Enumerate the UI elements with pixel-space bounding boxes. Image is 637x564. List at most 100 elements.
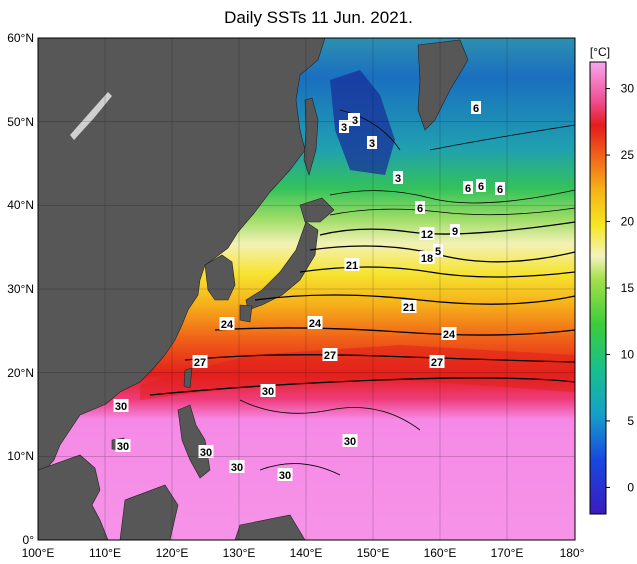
- cold-water-patch: [330, 70, 395, 175]
- isotherm-label-box: [441, 327, 457, 340]
- isotherm-label-box: [342, 434, 358, 447]
- isotherm-label-box: [344, 258, 360, 271]
- isotherm-label: 6: [417, 203, 423, 215]
- map-title: Daily SSTs 11 Jun. 2021.: [224, 8, 413, 27]
- isotherm-label: 6: [465, 183, 471, 195]
- isotherm-label-box: [339, 120, 349, 133]
- isotherm-label-box: [322, 348, 338, 361]
- isotherm-label-box: [495, 182, 505, 195]
- isotherm-label: 24: [443, 329, 456, 341]
- sakhalin: [303, 97, 319, 177]
- colorbar-tick-label: 30: [621, 82, 635, 96]
- y-tick-label: 50°N: [7, 115, 34, 129]
- philippines: [177, 404, 211, 479]
- isotherm-label-box: [433, 244, 443, 257]
- indochina: [38, 454, 109, 540]
- isotherm-label-box: [476, 179, 486, 192]
- colorbar-tick-label: 5: [627, 414, 634, 428]
- x-tick-label: 120°E: [156, 546, 189, 560]
- colorbar-unit: [°C]: [590, 45, 610, 59]
- isotherm-label-box: [307, 316, 323, 329]
- y-tick-label: 20°N: [7, 366, 34, 380]
- colorbar-tick-label: 10: [621, 347, 635, 361]
- isotherm-label: 27: [194, 357, 206, 369]
- isotherm-label: 3: [395, 173, 401, 185]
- colorbar-tick-label: 15: [621, 281, 635, 295]
- colorbar-tick-label: 0: [627, 480, 634, 494]
- asia-mainland: [38, 38, 326, 471]
- isotherm-label: 27: [431, 357, 443, 369]
- colorbar: [°C] 30 25 20 15 10 5 0: [589, 45, 635, 515]
- isotherm-label: 18: [421, 253, 433, 265]
- isotherm-label-box: [115, 439, 131, 452]
- colorbar-tick-label: 20: [621, 215, 635, 229]
- isotherm-label: 21: [403, 302, 415, 314]
- y-axis: 60°N 50°N 40°N 30°N 20°N 10°N 0°: [7, 31, 34, 547]
- isotherm-label: 30: [200, 447, 212, 459]
- plot-frame: [37, 37, 576, 541]
- y-tick-label: 60°N: [7, 31, 34, 45]
- isotherm-label-box: [401, 300, 417, 313]
- honshu: [245, 221, 319, 311]
- kyushu: [239, 304, 253, 323]
- isotherm-label: 30: [115, 401, 127, 413]
- isotherm-label: 3: [352, 115, 358, 127]
- isotherm-label: 3: [341, 122, 347, 134]
- isotherm-label: 24: [221, 319, 234, 331]
- isotherm-label-box: [463, 181, 473, 194]
- x-tick-label: 130°E: [223, 546, 256, 560]
- taiwan: [183, 367, 193, 389]
- isotherm-label: 9: [452, 226, 458, 238]
- new-guinea: [234, 514, 306, 540]
- x-tick-label: 140°E: [290, 546, 323, 560]
- colorbar-gradient: [589, 61, 607, 515]
- isotherm-label-box: [367, 136, 377, 149]
- isotherm-label-box: [419, 227, 435, 240]
- borneo: [119, 484, 179, 540]
- isotherm-label: 5: [435, 246, 441, 258]
- y-tick-label: 10°N: [7, 449, 34, 463]
- x-tick-label: 170°E: [491, 546, 524, 560]
- isotherm-label-box: [229, 460, 245, 473]
- korea: [204, 254, 236, 301]
- isotherm-label-box: [192, 355, 208, 368]
- isotherm-label: 24: [309, 318, 322, 330]
- isotherm-label: 12: [421, 229, 433, 241]
- lake-baikal: [70, 92, 112, 140]
- land-and-contours: [38, 38, 575, 540]
- colorbar-tick-label: 25: [621, 148, 635, 162]
- y-tick-label: 40°N: [7, 198, 34, 212]
- isotherm-label-box: [419, 251, 435, 264]
- isotherm-label: 30: [231, 462, 243, 474]
- kamchatka: [417, 39, 469, 131]
- isotherm-label-box: [350, 113, 360, 126]
- isotherm-label-box: [198, 445, 214, 458]
- isotherm-label-layer: 3333366666129518212124242427272730303030…: [113, 101, 505, 482]
- graticule: [38, 38, 575, 540]
- isotherm-label: 21: [346, 260, 358, 272]
- x-tick-label: 150°E: [357, 546, 390, 560]
- y-tick-label: 0°: [23, 533, 35, 547]
- isotherm-label-box: [393, 171, 403, 184]
- x-tick-label: 180°: [560, 546, 585, 560]
- isotherm-label-box: [450, 224, 460, 237]
- isotherm-label: 6: [478, 181, 484, 193]
- hokkaido: [299, 197, 335, 223]
- x-tick-label: 160°E: [424, 546, 457, 560]
- isotherm-label-box: [113, 399, 129, 412]
- isotherm-label: 30: [262, 386, 274, 398]
- isotherm-label: 30: [279, 470, 291, 482]
- isotherm-label: 30: [344, 436, 356, 448]
- colorbar-tick-layer: 30 25 20 15 10 5 0: [606, 82, 635, 494]
- isotherm-label: 6: [473, 103, 479, 115]
- isotherm-label-box: [429, 355, 445, 368]
- x-tick-label: 110°E: [89, 546, 121, 560]
- isotherm-label: 27: [324, 350, 336, 362]
- x-tick-label: 100°E: [22, 546, 55, 560]
- isotherm-label-box: [471, 101, 481, 114]
- isotherm-label: 30: [117, 441, 129, 453]
- isotherm-label: 3: [369, 138, 375, 150]
- x-axis: 100°E 110°E 120°E 130°E 140°E 150°E 160°…: [22, 546, 585, 560]
- isotherm-label-box: [415, 201, 425, 214]
